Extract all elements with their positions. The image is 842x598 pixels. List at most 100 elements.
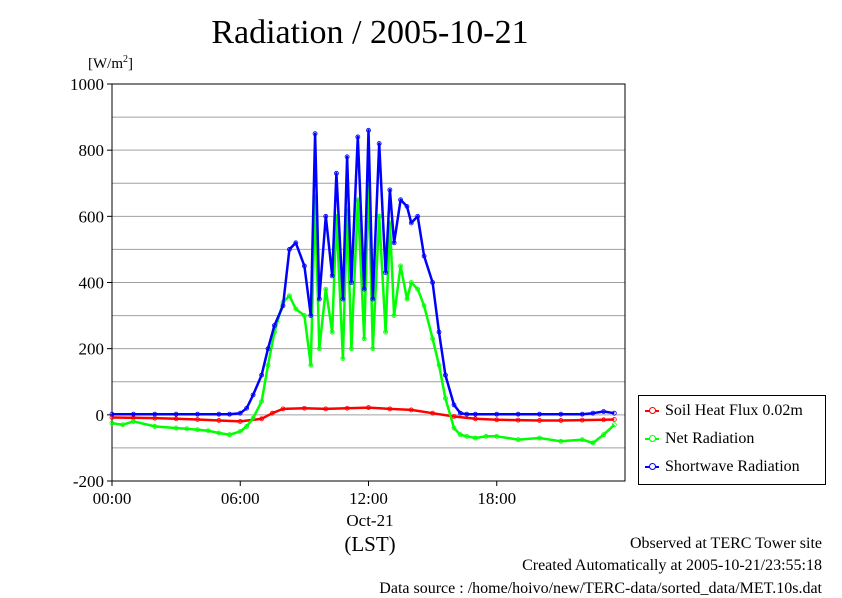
series-line-2 — [112, 129, 615, 416]
series-point-1 — [348, 346, 354, 352]
series-point-0 — [601, 417, 607, 423]
x-tick-label: 12:00 — [349, 489, 388, 508]
series-point-0 — [451, 414, 457, 419]
series-point-1 — [250, 415, 256, 421]
series-point-1 — [472, 435, 478, 441]
series-point-1 — [130, 419, 136, 424]
chart-title: Radiation / 2005-10-21 — [211, 14, 529, 51]
series-point-0 — [280, 406, 286, 412]
series-point-1 — [391, 313, 397, 318]
x-date-label: Oct-21 — [346, 511, 394, 530]
legend-item-net-radiation: Net Radiation — [645, 430, 754, 450]
series-point-1 — [430, 336, 436, 342]
series-point-0 — [237, 419, 243, 424]
series-point-1 — [611, 422, 617, 428]
legend-item-soil-heat-flux: Soil Heat Flux 0.02m — [645, 402, 803, 422]
series-point-1 — [590, 440, 596, 446]
y-unit-close: ] — [128, 56, 133, 72]
legend-swatch-blue — [645, 463, 659, 471]
series-point-1 — [404, 296, 410, 302]
y-tick-label: 1000 — [70, 75, 104, 94]
series-point-2 — [415, 213, 421, 219]
series-point-0 — [269, 410, 275, 416]
legend-label: Shortwave Radiation — [665, 458, 800, 475]
y-unit-text: [W/m — [88, 56, 123, 72]
series-point-1 — [483, 433, 489, 439]
series-point-1 — [173, 425, 179, 431]
series-point-1 — [443, 395, 448, 401]
series-point-1 — [494, 433, 500, 439]
series-point-2 — [334, 170, 339, 176]
series-point-1 — [329, 329, 335, 335]
series-point-2 — [472, 411, 478, 417]
series-point-2 — [398, 197, 403, 203]
series-point-2 — [443, 372, 448, 378]
series-point-2 — [344, 154, 350, 160]
series-point-0 — [558, 418, 564, 423]
legend: Soil Heat Flux 0.02m Net Radiation Short… — [638, 395, 826, 485]
series-point-1 — [109, 420, 115, 426]
series-point-2 — [340, 296, 346, 302]
footer-observed: Observed at TERC Tower site — [629, 535, 822, 552]
series-point-2 — [250, 392, 256, 398]
x-tick-label: 06:00 — [221, 489, 260, 508]
series-point-2 — [272, 323, 277, 328]
series-point-2 — [494, 411, 500, 417]
series-point-1 — [184, 426, 190, 432]
series-point-0 — [408, 407, 414, 413]
series-point-2 — [590, 410, 596, 416]
y-unit-sup: 2 — [123, 54, 128, 65]
series-point-1 — [244, 424, 250, 429]
legend-swatch-red — [645, 407, 659, 415]
series-point-0 — [515, 417, 521, 423]
series-point-2 — [436, 329, 442, 335]
series-point-0 — [579, 417, 585, 423]
series-point-2 — [408, 220, 414, 226]
series-point-2 — [109, 411, 115, 417]
series-point-2 — [329, 273, 335, 279]
series-point-2 — [421, 253, 427, 259]
series-point-1 — [537, 435, 542, 441]
series-point-2 — [404, 204, 410, 209]
series-point-0 — [109, 415, 115, 420]
series-point-1 — [323, 286, 329, 292]
series-point-0 — [173, 416, 179, 422]
series-point-2 — [308, 313, 314, 318]
series-point-1 — [340, 356, 346, 361]
series-point-1 — [464, 433, 470, 439]
series-point-1 — [120, 422, 126, 428]
footer-created: Created Automatically at 2005-10-21/23:5… — [522, 557, 822, 574]
series-point-2 — [244, 405, 250, 411]
series-point-1 — [451, 425, 457, 431]
series-point-2 — [130, 411, 136, 417]
series-point-2 — [259, 372, 265, 378]
series-point-2 — [515, 411, 521, 417]
series-point-1 — [265, 362, 271, 368]
series-point-1 — [558, 438, 564, 444]
series-point-0 — [195, 417, 200, 422]
series-point-2 — [537, 411, 542, 417]
series-point-2 — [152, 411, 158, 417]
series-point-1 — [301, 313, 307, 318]
series-point-1 — [216, 430, 222, 436]
series-point-2 — [227, 411, 232, 417]
y-tick-label: 600 — [79, 207, 105, 226]
series-point-1 — [259, 399, 265, 405]
series-point-0 — [472, 416, 478, 422]
series-point-2 — [293, 240, 299, 246]
series-point-2 — [173, 411, 179, 417]
series-line-0 — [111, 406, 615, 423]
legend-label: Soil Heat Flux 0.02m — [665, 402, 803, 419]
series-point-2 — [280, 303, 286, 309]
y-tick-label: -200 — [73, 472, 104, 491]
series-point-2 — [458, 410, 463, 416]
series-point-0 — [430, 410, 436, 416]
series-point-2 — [579, 411, 585, 417]
y-tick-label: 200 — [79, 340, 105, 359]
series-point-1 — [370, 346, 376, 352]
y-axis-unit: [W/m2] — [88, 54, 133, 73]
series-point-1 — [408, 280, 414, 285]
series-point-1 — [579, 437, 585, 443]
series-point-1 — [195, 427, 200, 433]
series-point-2 — [265, 346, 271, 352]
